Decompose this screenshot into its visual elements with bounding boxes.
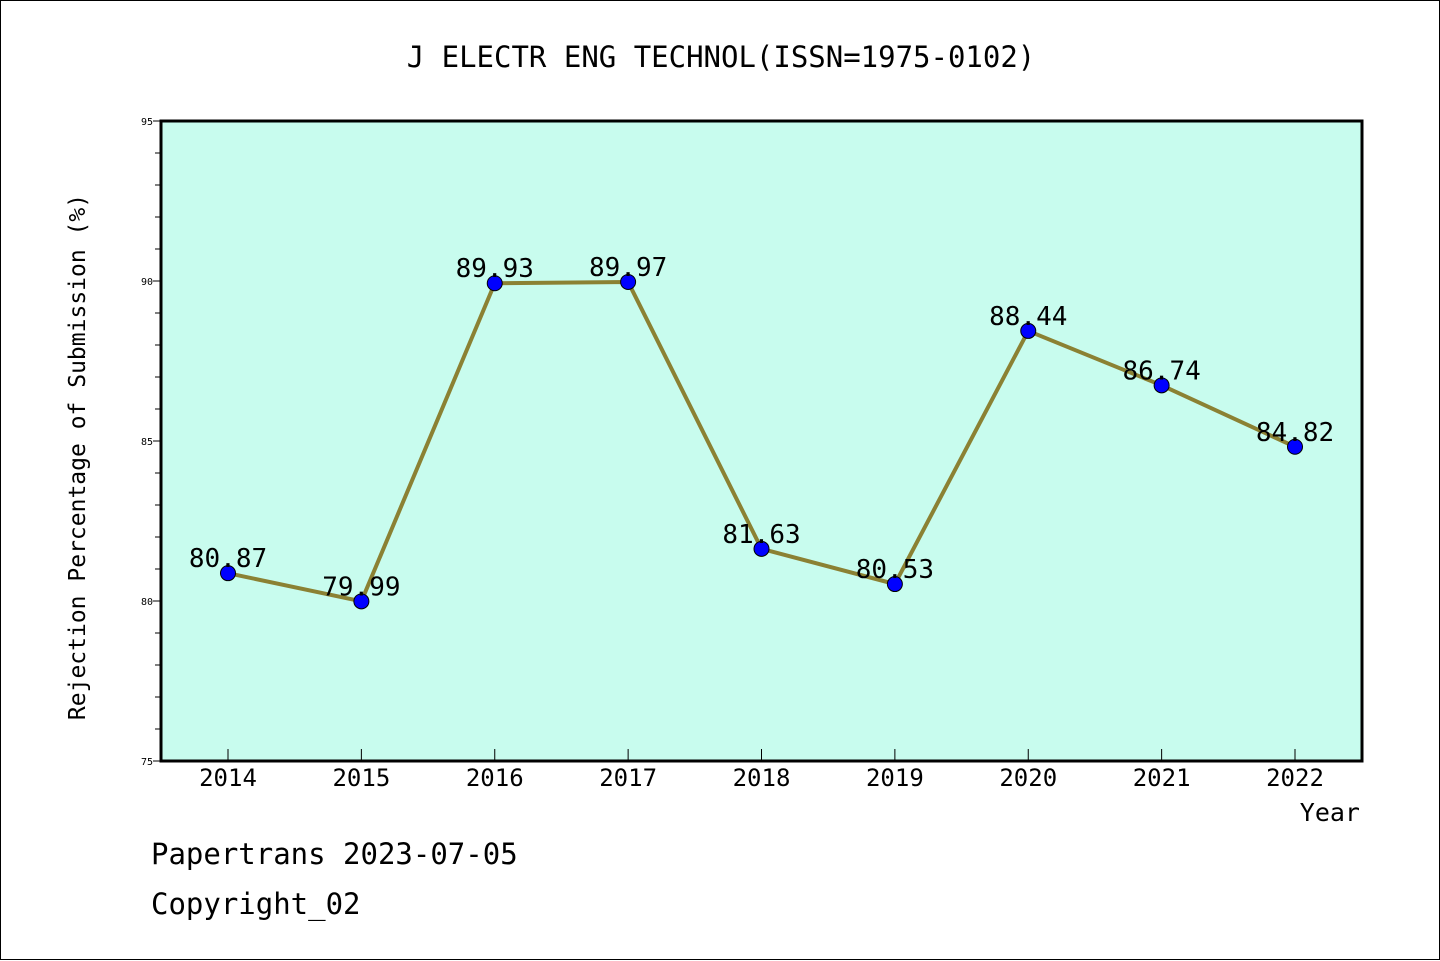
footer-source: Papertrans 2023-07-05 [151, 837, 518, 871]
data-label: 89.97 [589, 253, 667, 283]
x-tick-label: 2018 [733, 764, 791, 792]
data-label: 89.93 [456, 254, 534, 284]
data-label: 88.44 [989, 302, 1067, 332]
y-tick-label: 85 [141, 437, 153, 448]
data-point [220, 565, 236, 582]
data-label: 79.99 [322, 572, 400, 602]
y-tick-label: 75 [141, 757, 153, 768]
data-label: 81.63 [722, 520, 800, 550]
data-point [1287, 438, 1303, 455]
x-axis-label: Year [1300, 798, 1360, 827]
x-tick-label: 2014 [199, 764, 257, 792]
data-point [1153, 377, 1170, 394]
data-labels: 80.87 79.99 89.93 89.97 81.63 80.53 88.44 86.74… [189, 253, 1334, 602]
x-tick-label: 2017 [599, 764, 657, 792]
data-point [620, 273, 637, 290]
y-tick-label: 80 [141, 597, 153, 608]
x-tick-label: 2016 [466, 764, 524, 792]
x-tick-label: 2022 [1266, 764, 1324, 792]
data-point [486, 275, 503, 292]
data-label: 86.74 [1122, 356, 1200, 386]
chart-title: J ELECTR ENG TECHNOL(ISSN=1975-0102) [407, 40, 1036, 74]
data-point [1020, 322, 1037, 339]
y-axis-label: Rejection Percentage of Submission (%) [65, 194, 91, 720]
data-point [886, 576, 903, 593]
footer-copyright: Copyright_02 [151, 887, 361, 921]
x-tick-label: 2015 [332, 764, 390, 792]
data-label: 80.87 [189, 544, 267, 574]
y-axis-ticks: 75 80 85 90 95 [141, 117, 161, 768]
data-point [753, 540, 770, 557]
x-tick-label: 2021 [1133, 764, 1191, 792]
data-label: 80.53 [856, 555, 934, 585]
plot-area [159, 119, 1364, 763]
x-tick-label: 2020 [999, 764, 1057, 792]
data-points [220, 273, 1303, 610]
y-tick-label: 95 [141, 117, 153, 128]
data-label: 84.82 [1256, 418, 1334, 448]
data-point [353, 593, 370, 610]
x-axis-ticks: 2014 2015 2016 2017 2018 2019 2020 2021 2022 [199, 749, 1324, 792]
y-tick-label: 90 [141, 277, 153, 288]
x-tick-label: 2019 [866, 764, 924, 792]
